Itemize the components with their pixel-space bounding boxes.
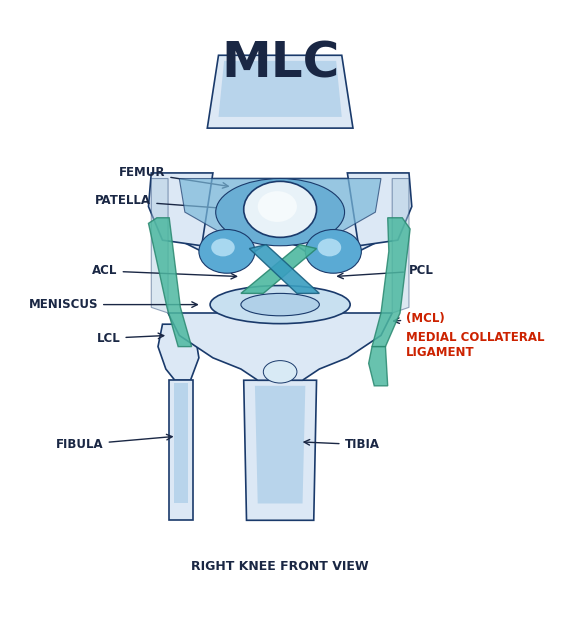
Ellipse shape xyxy=(210,285,350,324)
Text: LCL: LCL xyxy=(97,332,164,345)
Text: LIGAMENT: LIGAMENT xyxy=(406,346,475,359)
Polygon shape xyxy=(207,55,353,128)
Polygon shape xyxy=(179,178,381,240)
Polygon shape xyxy=(392,178,409,313)
Ellipse shape xyxy=(318,239,341,257)
Polygon shape xyxy=(174,383,188,503)
Text: (MCL): (MCL) xyxy=(394,312,445,325)
Polygon shape xyxy=(255,386,305,503)
Polygon shape xyxy=(168,178,392,257)
Text: PCL: PCL xyxy=(338,264,434,279)
Ellipse shape xyxy=(211,239,235,257)
Text: PATELLA: PATELLA xyxy=(95,195,234,212)
Text: ACL: ACL xyxy=(92,264,237,279)
Polygon shape xyxy=(168,313,392,380)
Ellipse shape xyxy=(305,230,361,273)
Text: MENISCUS: MENISCUS xyxy=(29,298,198,311)
Polygon shape xyxy=(169,380,193,520)
Text: FEMUR: FEMUR xyxy=(119,167,228,188)
Polygon shape xyxy=(249,245,319,294)
Ellipse shape xyxy=(257,191,297,222)
Polygon shape xyxy=(347,173,412,246)
Text: RIGHT KNEE FRONT VIEW: RIGHT KNEE FRONT VIEW xyxy=(191,560,369,573)
Ellipse shape xyxy=(244,182,317,237)
Polygon shape xyxy=(372,218,410,347)
Polygon shape xyxy=(218,61,342,117)
Text: TIBIA: TIBIA xyxy=(304,438,380,451)
Polygon shape xyxy=(158,324,199,380)
Ellipse shape xyxy=(263,361,297,383)
Text: MLC: MLC xyxy=(221,39,339,88)
Text: FIBULA: FIBULA xyxy=(56,434,172,451)
Ellipse shape xyxy=(241,294,319,316)
Polygon shape xyxy=(149,173,213,246)
Polygon shape xyxy=(149,218,192,347)
Polygon shape xyxy=(241,245,317,294)
Polygon shape xyxy=(369,347,388,386)
Polygon shape xyxy=(151,178,168,313)
Text: MEDIAL COLLATERAL: MEDIAL COLLATERAL xyxy=(406,331,545,344)
Polygon shape xyxy=(244,380,317,520)
Ellipse shape xyxy=(199,230,255,273)
Ellipse shape xyxy=(215,178,344,246)
